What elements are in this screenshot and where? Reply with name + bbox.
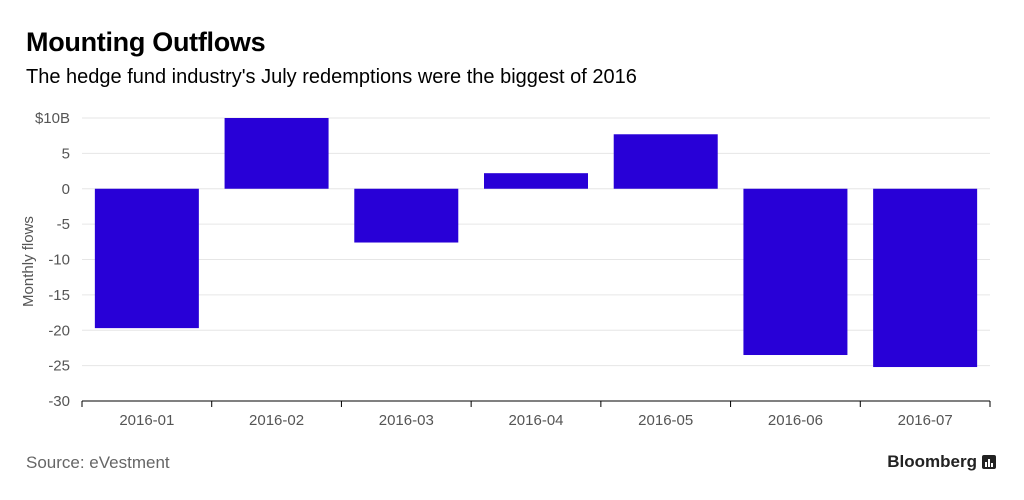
chart-title: Mounting Outflows [26,27,266,57]
y-tick-label: -25 [48,358,70,375]
x-tick-label: 2016-03 [379,412,434,429]
y-tick-label: -30 [48,393,70,410]
y-tick-label: -10 [48,252,70,269]
bar [94,188,199,329]
y-tick-label: -20 [48,322,70,339]
bar [224,118,329,189]
y-axis-label: Monthly flows [20,216,37,307]
chart-subtitle: The hedge fund industry's July redemptio… [26,66,637,88]
y-tick-label: 0 [62,181,70,198]
bar [743,188,848,356]
x-tick-label: 2016-05 [638,412,693,429]
source-note: Source: eVestment [26,453,170,472]
bar [613,134,718,189]
y-tick-label: 5 [62,145,70,162]
brand-name: Bloomberg [887,452,977,471]
brand-logo: Bloomberg [887,452,996,472]
y-tick-label: -5 [57,216,70,233]
y-tick-label: -15 [48,287,70,304]
x-tick-label: 2016-06 [768,412,823,429]
x-tick-label: 2016-01 [119,412,174,429]
bar-chart: $10B 5 0 -5 -10 -15 -20 -25 -30 2016-01 2016-02 201… [20,110,991,429]
x-tick-label: 2016-02 [249,412,304,429]
bar [484,173,588,189]
bar-chart-icon [982,455,996,469]
bar [873,188,978,368]
x-tick-label: 2016-07 [898,412,953,429]
y-tick-label: $10B [35,110,70,127]
bar [354,188,459,243]
x-tick-label: 2016-04 [508,412,563,429]
